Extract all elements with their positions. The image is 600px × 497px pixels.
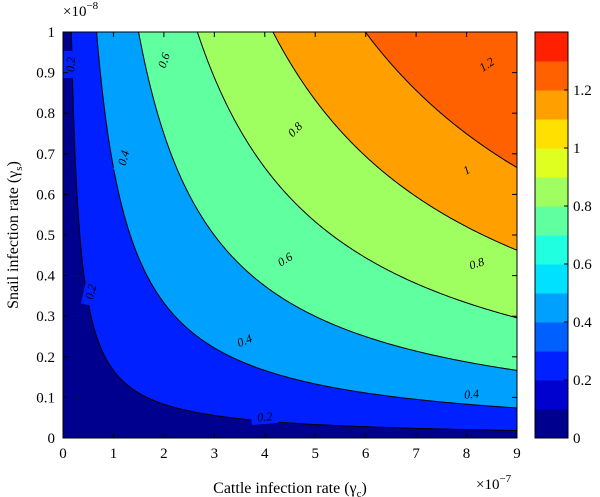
contour-label: 0.2 xyxy=(63,50,78,79)
contour-label: 0.6 xyxy=(152,45,175,76)
x-tick-label: 7 xyxy=(412,446,420,462)
x-axis-ticks: 0 1 2 3 4 5 6 7 8 9 xyxy=(59,32,521,462)
y-tick-label: 0.9 xyxy=(36,66,55,82)
colorbar-segment xyxy=(535,351,568,381)
x-tick-label: 1 xyxy=(110,446,118,462)
x-tick-label: 8 xyxy=(463,446,471,462)
colorbar-tick-label: 0.2 xyxy=(573,373,592,389)
colorbar-segment xyxy=(535,61,568,91)
contour-lines xyxy=(70,32,517,431)
contour-label: 0.6 xyxy=(269,246,301,273)
contour-label: 1 xyxy=(457,160,476,180)
contour-line-0.6 xyxy=(138,32,517,371)
x-tick-label: 5 xyxy=(311,446,319,462)
y-tick-label: 0.6 xyxy=(36,187,55,203)
colorbar-segment xyxy=(535,380,568,410)
colorbar-tick-label: 0.8 xyxy=(573,199,592,215)
colorbar-segment xyxy=(535,409,568,439)
svg-text:0.2: 0.2 xyxy=(257,409,273,424)
svg-text:0.4: 0.4 xyxy=(115,149,132,167)
svg-text:0.6: 0.6 xyxy=(155,51,173,70)
contour-label: 1.2 xyxy=(471,51,502,78)
y-exponent-label: ×10−8 xyxy=(63,0,99,20)
svg-text:0.4: 0.4 xyxy=(464,387,480,402)
y-tick-label: 0.4 xyxy=(36,269,55,285)
y-tick-label: 0.7 xyxy=(36,147,55,163)
contour-label: 0.4 xyxy=(457,386,486,403)
y-tick-label: 0.2 xyxy=(36,350,55,366)
y-tick-label: 0.5 xyxy=(36,228,55,244)
x-exponent-label: ×10−7 xyxy=(476,473,512,493)
contour-label: 0.4 xyxy=(113,143,134,173)
svg-text:0.6: 0.6 xyxy=(275,249,295,269)
contour-line-1 xyxy=(272,32,517,251)
plot-area xyxy=(63,32,517,438)
contour-label: 0.4 xyxy=(229,328,260,353)
svg-text:1: 1 xyxy=(461,162,473,177)
svg-text:0.8: 0.8 xyxy=(467,254,486,272)
colorbar-segment xyxy=(535,177,568,207)
colorbar-tick-label: 1.2 xyxy=(573,83,592,99)
colorbar-tick-label: 1 xyxy=(573,141,581,157)
colorbar-ticks: 0 0.2 0.4 0.6 0.8 1 1.2 xyxy=(564,83,592,447)
colorbar-tick-label: 0 xyxy=(573,431,581,447)
colorbar-tick-label: 0.4 xyxy=(573,315,592,331)
x-tick-label: 9 xyxy=(513,446,521,462)
contour-line-0.8 xyxy=(196,32,517,319)
x-tick-label: 0 xyxy=(59,446,67,462)
contour-line-0.2 xyxy=(70,32,517,431)
y-tick-label: 0.3 xyxy=(36,309,55,325)
colorbar-segment xyxy=(535,235,568,265)
svg-text:0.4: 0.4 xyxy=(235,331,254,350)
colorbar xyxy=(535,32,568,439)
y-tick-label: 1 xyxy=(48,25,56,41)
svg-text:0.2: 0.2 xyxy=(82,283,99,301)
svg-text:1.2: 1.2 xyxy=(477,54,497,74)
x-tick-label: 3 xyxy=(211,446,219,462)
colorbar-tick-label: 0.6 xyxy=(573,257,592,273)
colorbar-segment xyxy=(535,32,568,62)
contour-label: 0.2 xyxy=(80,277,101,307)
y-axis-ticks: 0 0.1 0.2 0.3 0.4 0.5 0.6 0.7 0.8 0.9 1 xyxy=(36,25,517,447)
colorbar-segment xyxy=(535,90,568,120)
x-tick-label: 2 xyxy=(160,446,168,462)
contour-line-0.4 xyxy=(96,32,517,409)
y-tick-label: 0.8 xyxy=(36,106,55,122)
contour-label: 0.8 xyxy=(461,252,492,275)
colorbar-segment xyxy=(535,322,568,352)
y-tick-label: 0 xyxy=(48,431,56,447)
colorbar-segment xyxy=(535,206,568,236)
x-tick-label: 4 xyxy=(261,446,269,462)
colorbar-segment xyxy=(535,264,568,294)
colorbar-frame xyxy=(534,31,569,439)
colorbar-segment xyxy=(535,293,568,323)
y-axis-title: Snail infection rate (γs) xyxy=(5,161,25,309)
contour-line-1.2 xyxy=(364,32,517,169)
colorbar-segment xyxy=(535,119,568,149)
y-tick-label: 0.1 xyxy=(36,390,55,406)
contour-label: 0.2 xyxy=(250,408,279,425)
x-tick-label: 6 xyxy=(362,446,370,462)
x-axis-title: Cattle infection rate (γc) xyxy=(213,480,367,497)
svg-text:0.2: 0.2 xyxy=(63,57,77,72)
colorbar-segment xyxy=(535,148,568,178)
